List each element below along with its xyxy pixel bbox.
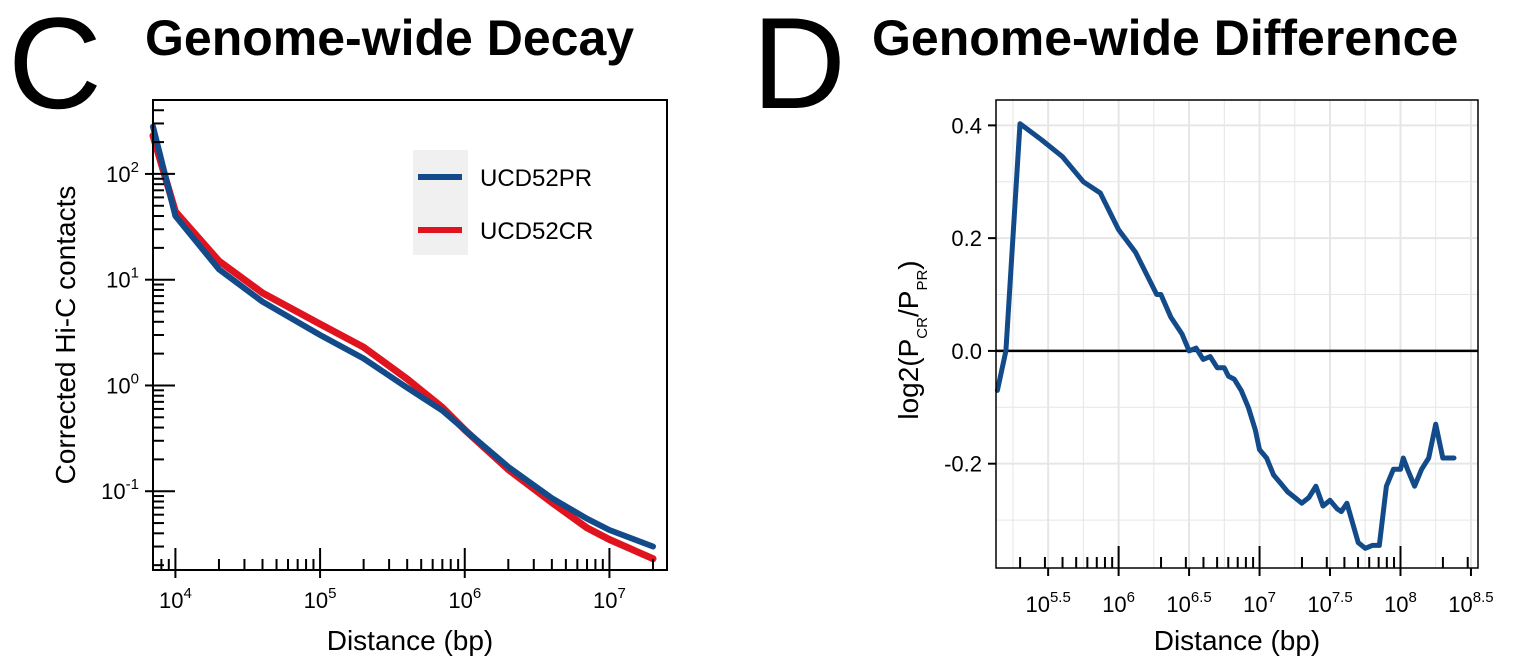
difference-x-tick-label: 108.5: [1448, 589, 1493, 617]
difference-y-axis-label: log2(PCR/PPR): [893, 260, 931, 419]
difference-series-line: [994, 121, 1457, 551]
difference-y-tick-label: 0.0: [951, 339, 982, 364]
difference-x-axis-label: Distance (bp): [1154, 625, 1321, 656]
decay-x-tick-label: 104: [159, 585, 192, 613]
decay-y-tick-label: 100: [106, 370, 139, 398]
decay-x-tick-label: 107: [593, 585, 626, 613]
difference-line: [994, 121, 1457, 551]
difference-y-tick-label: 0.2: [951, 226, 982, 251]
decay-line-ucd52pr: [150, 123, 656, 550]
legend-label-ucd52cr: UCD52CR: [480, 218, 593, 245]
decay-y-tick-label: 101: [106, 265, 139, 293]
ylabel-part-pre: log2(P: [893, 339, 924, 420]
decay-x-axis-label: Distance (bp): [327, 625, 494, 656]
decay-chart: 104 105 106 107 10-1 100 101 102 UCD52PR UCD52…: [50, 99, 668, 656]
legend-label-ucd52pr: UCD52PR: [480, 165, 592, 192]
ylabel-part-post: ): [893, 260, 924, 269]
legend-key-background: [413, 150, 468, 255]
difference-x-tick-label: 106: [1102, 589, 1135, 617]
decay-x-tick-label: 105: [304, 585, 337, 613]
panel-c-title: Genome-wide Decay: [145, 10, 634, 66]
decay-series-lines: [149, 123, 657, 563]
decay-x-ticks: 104 105 106 107: [152, 548, 654, 613]
ylabel-sub-cr: CR: [914, 317, 931, 339]
ylabel-sub-pr: PR: [914, 270, 931, 291]
difference-x-tick-label: 105.5: [1025, 589, 1070, 617]
difference-chart: 105.5 106 106.5 107 107.5 108 108.5 0.4 0.2 0.0 -…: [893, 99, 1494, 656]
difference-grid: [996, 100, 1478, 568]
panel-c-letter: C: [8, 0, 102, 136]
difference-x-ticks: 105.5 106 106.5 107 107.5 108 108.5: [1019, 546, 1494, 617]
decay-y-ticks: 10-1 100 101 102: [101, 99, 175, 567]
decay-line-ucd52cr: [149, 132, 657, 563]
difference-y-tick-label: 0.4: [951, 113, 982, 138]
difference-plot-background: [996, 100, 1478, 568]
difference-x-tick-label: 107: [1243, 589, 1276, 617]
difference-x-tick-label: 107.5: [1307, 589, 1352, 617]
decay-y-tick-label: 102: [106, 159, 139, 187]
difference-x-tick-label: 106.5: [1166, 589, 1211, 617]
ylabel-part-mid: /P: [893, 291, 924, 317]
difference-x-tick-label: 108: [1384, 589, 1417, 617]
decay-x-tick-label: 106: [448, 585, 481, 613]
panel-d-letter: D: [752, 0, 846, 136]
decay-y-axis-label: Corrected Hi-C contacts: [50, 186, 81, 485]
panel-d-title: Genome-wide Difference: [872, 10, 1458, 66]
decay-y-tick-label: 10-1: [101, 476, 139, 504]
difference-y-tick-label: -0.2: [944, 452, 982, 477]
difference-y-ticks: 0.4 0.2 0.0 -0.2: [944, 113, 996, 477]
decay-legend: UCD52PR UCD52CR: [413, 150, 593, 255]
